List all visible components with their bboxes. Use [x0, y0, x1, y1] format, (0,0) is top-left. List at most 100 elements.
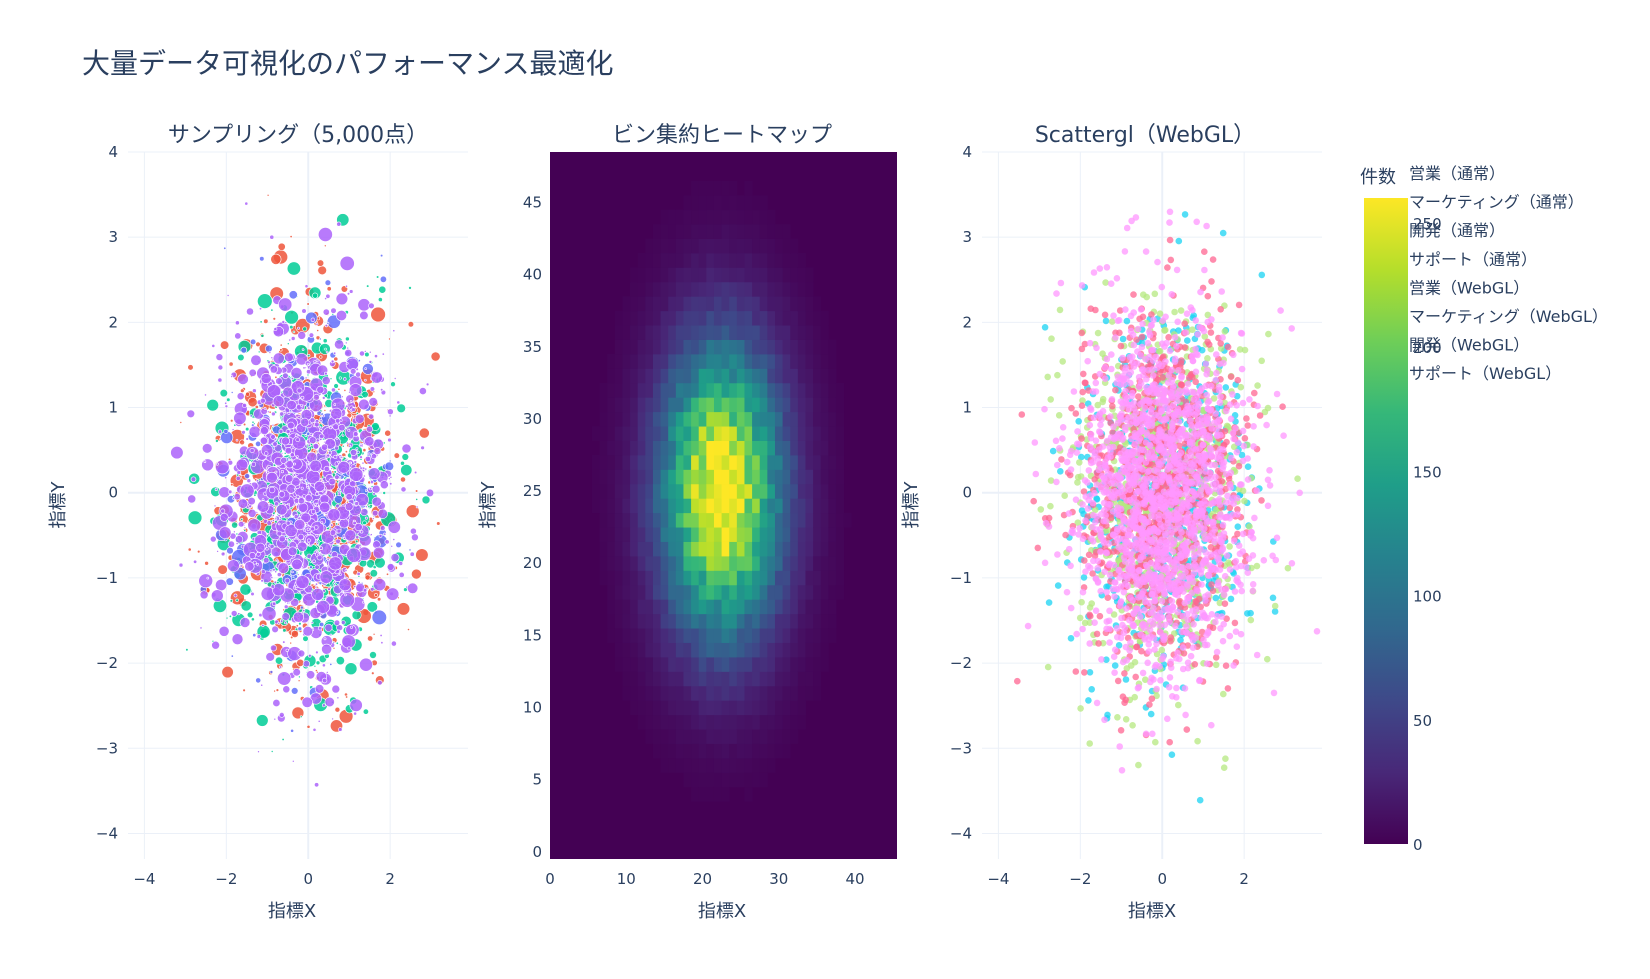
panel-sampling-point: [334, 352, 336, 354]
panel-sampling-point: [301, 418, 309, 426]
panel-sampling-point: [296, 456, 298, 458]
heatmap-cell: [805, 599, 813, 614]
heatmap-cell: [676, 498, 684, 513]
heatmap-cell: [661, 441, 669, 456]
heatmap-cell: [615, 643, 623, 658]
heatmap-cell: [783, 729, 791, 744]
panel-sampling-ytick-label: 2: [108, 313, 118, 331]
heatmap-cell: [828, 585, 836, 600]
panel-sampling-point: [298, 627, 302, 631]
panel-sampling-point: [260, 321, 262, 323]
panel-sampling-point: [363, 588, 367, 592]
panel-sampling-point: [180, 422, 182, 424]
panel-sampling-point: [355, 523, 363, 531]
heatmap-cell: [699, 700, 707, 715]
heatmap-cell: [714, 614, 722, 629]
heatmap-cell: [760, 614, 768, 629]
heatmap-cell: [760, 455, 768, 470]
heatmap-cell: [783, 253, 791, 268]
heatmap-cell: [798, 628, 806, 643]
heatmap-cell: [836, 412, 844, 427]
heatmap-cell: [744, 484, 752, 499]
heatmap-cell: [691, 657, 699, 672]
panel-sampling-point: [345, 285, 347, 287]
panel-webgl-point: [1220, 230, 1227, 237]
heatmap-cell: [783, 643, 791, 658]
heatmap-cell: [744, 253, 752, 268]
heatmap-cell: [767, 542, 775, 557]
heatmap-cell: [737, 340, 745, 355]
heatmap-cell: [699, 383, 707, 398]
panel-webgl-point: [1152, 291, 1159, 298]
heatmap-cell: [699, 787, 707, 802]
heatmap-cell: [661, 210, 669, 225]
heatmap-cell: [622, 412, 630, 427]
heatmap-cell: [722, 599, 730, 614]
heatmap-cell: [821, 340, 829, 355]
heatmap-cell: [638, 325, 646, 340]
heatmap-cell: [615, 354, 623, 369]
panel-sampling-point: [227, 295, 229, 297]
panel-sampling-point: [324, 466, 330, 472]
panel-sampling-point: [256, 563, 258, 565]
heatmap-cell: [645, 469, 653, 484]
heatmap-cell: [607, 426, 615, 441]
heatmap-cell: [752, 224, 760, 239]
heatmap-cell: [775, 282, 783, 297]
heatmap-cell: [622, 484, 630, 499]
heatmap-cell: [798, 368, 806, 383]
heatmap-cell: [653, 397, 661, 412]
panel-sampling-point: [171, 446, 184, 459]
panel-sampling-point: [257, 501, 269, 513]
heatmap-cell: [737, 585, 745, 600]
panel-sampling-point: [232, 634, 243, 645]
heatmap-cell: [760, 729, 768, 744]
heatmap-cell: [592, 469, 600, 484]
heatmap-cell: [600, 455, 608, 470]
heatmap-cell: [676, 744, 684, 759]
heatmap-cell: [630, 671, 638, 686]
heatmap-cell: [653, 368, 661, 383]
panel-sampling-point: [419, 388, 426, 395]
panel-sampling-point: [387, 409, 393, 415]
heatmap-cell: [752, 325, 760, 340]
heatmap-cell: [744, 758, 752, 773]
panel-sampling-point: [346, 442, 348, 444]
panel-sampling-point: [335, 418, 340, 423]
heatmap-cell: [668, 513, 676, 528]
heatmap-cell: [622, 657, 630, 672]
heatmap-cell: [683, 354, 691, 369]
panel-sampling-point: [262, 607, 276, 621]
panel-sampling-point: [307, 303, 310, 306]
panel-webgl-point: [1056, 412, 1063, 419]
heatmap-cell: [653, 253, 661, 268]
heatmap-cell: [737, 311, 745, 326]
heatmap-cell: [630, 340, 638, 355]
heatmap-cell: [630, 700, 638, 715]
heatmap-cell: [790, 585, 798, 600]
heatmap-cell: [645, 556, 653, 571]
heatmap-cell: [676, 628, 684, 643]
panel-sampling-point: [369, 398, 378, 407]
heatmap-cell: [645, 527, 653, 542]
heatmap-cell: [737, 657, 745, 672]
panel-sampling-point: [236, 439, 238, 441]
panel-sampling-point: [325, 697, 335, 707]
heatmap-cell: [683, 671, 691, 686]
heatmap-cell: [729, 556, 737, 571]
heatmap-cell: [760, 643, 768, 658]
heatmap-cell: [752, 556, 760, 571]
panel-sampling-point: [402, 444, 411, 453]
heatmap-cell: [775, 325, 783, 340]
heatmap-cell: [805, 426, 813, 441]
heatmap-cell: [760, 628, 768, 643]
heatmap-cell: [661, 412, 669, 427]
heatmap-cell: [645, 253, 653, 268]
heatmap-cell: [821, 368, 829, 383]
panel-sampling-point: [236, 599, 239, 602]
heatmap-cell: [661, 383, 669, 398]
heatmap-cell: [828, 542, 836, 557]
heatmap-cell: [821, 527, 829, 542]
heatmap-cell: [828, 340, 836, 355]
panel-sampling-point: [307, 363, 309, 365]
